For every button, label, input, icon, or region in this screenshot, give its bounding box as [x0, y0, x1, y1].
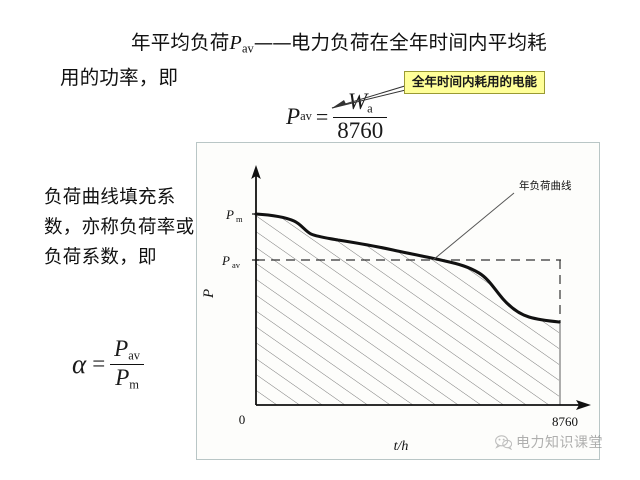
- callout-box-energy: 全年时间内耗用的电能: [404, 71, 546, 94]
- formula-alpha-denominator-subscript: m: [129, 377, 139, 392]
- watermark: 电力知识课堂: [495, 432, 603, 452]
- y-tick-label-pav: P av: [221, 253, 241, 270]
- formula-alpha-symbol: α: [72, 348, 87, 379]
- x-axis-title-text: t/h: [394, 439, 409, 454]
- annual-load-curve-line: [254, 212, 561, 324]
- y-axis-title: P: [201, 289, 217, 299]
- y-tick-label-pm: P m: [225, 207, 243, 224]
- annual-load-curve-chart: 年负荷曲线 P m P av P 0 8760 t/h: [201, 165, 591, 454]
- chart-panel-annual-load-curve: 年负荷曲线 P m P av P 0 8760 t/h: [196, 142, 600, 460]
- formula-alpha-denominator: Pm: [111, 366, 143, 392]
- formula-alpha-numerator: Pav: [110, 337, 144, 363]
- load-curve-hatched-area: [256, 214, 559, 405]
- formula-alpha-load-factor: α = Pav Pm: [72, 337, 145, 392]
- formula-alpha-fraction: Pav Pm: [110, 337, 145, 392]
- y-tick-label-pav-variable: P: [221, 253, 230, 268]
- formula-alpha-equals: =: [92, 351, 106, 377]
- formula-alpha-numerator-subscript: av: [128, 348, 141, 363]
- definition-dash: ——: [253, 31, 292, 54]
- formula-pav-lhs-subscript: av: [300, 109, 312, 123]
- definition-variable-p: P: [229, 32, 242, 54]
- formula-pav-numerator-subscript: a: [367, 101, 373, 116]
- y-tick-label-pav-subscript: av: [232, 260, 241, 270]
- y-tick-label-pm-subscript: m: [236, 214, 243, 224]
- definition-text-1: 电力负荷在全年时间内平均耗: [290, 31, 547, 54]
- watermark-label: 电力知识课堂: [516, 435, 603, 451]
- wechat-icon: [495, 434, 512, 450]
- x-tick-label-0: 0: [239, 412, 246, 427]
- formula-alpha-fraction-bar: [110, 363, 145, 366]
- formula-pav-equals: =: [315, 103, 329, 129]
- definition-line-2: 用的功率，即: [60, 66, 179, 89]
- formula-pav-lhs-variable: P: [286, 103, 301, 129]
- formula-pav-numerator-variable: W: [347, 89, 368, 114]
- formula-pav-denominator: 8760: [337, 118, 384, 144]
- definition-variable-subscript: av: [241, 41, 254, 56]
- definition-term: 年平均负荷: [131, 31, 230, 54]
- formula-pav-fraction-bar: [333, 116, 388, 119]
- definition-line-1: 年平均负荷Pav——电力负荷在全年时间内平均耗: [131, 26, 547, 57]
- annotation-annual-load-curve: 年负荷曲线: [519, 179, 572, 192]
- formula-pav-fraction: Wa 8760: [333, 90, 388, 144]
- annotation-leader-line: [432, 192, 515, 261]
- formula-pav-numerator: Wa: [344, 90, 377, 116]
- formula-alpha-denominator-variable: P: [115, 365, 130, 391]
- x-axis-title: t/h: [394, 439, 409, 454]
- x-tick-label-8760: 8760: [552, 414, 578, 429]
- x-axis-arrowhead: [576, 400, 591, 410]
- formula-alpha-numerator-variable: P: [114, 336, 129, 361]
- y-axis-arrowhead: [251, 165, 261, 179]
- left-paragraph-load-factor: 负荷曲线填充系数，亦称负荷率或负荷系数，即: [44, 187, 195, 268]
- y-tick-label-pm-variable: P: [225, 207, 234, 222]
